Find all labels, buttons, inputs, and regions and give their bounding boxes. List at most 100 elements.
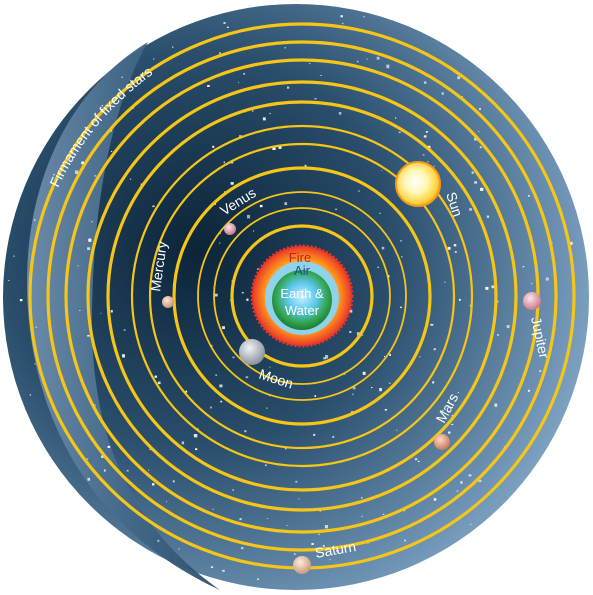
star <box>210 406 212 409</box>
star <box>269 366 271 368</box>
star <box>215 374 218 376</box>
star <box>246 298 249 301</box>
star <box>166 501 167 503</box>
star <box>460 481 463 484</box>
star <box>569 241 573 245</box>
star <box>35 326 37 328</box>
star <box>232 489 234 491</box>
star <box>87 477 90 481</box>
orbit-venus <box>197 191 407 401</box>
star <box>318 533 320 535</box>
star <box>34 363 36 365</box>
star <box>272 147 276 150</box>
star <box>160 278 162 280</box>
star <box>349 331 352 333</box>
star <box>433 165 435 167</box>
star <box>474 137 477 141</box>
star <box>8 280 10 281</box>
star <box>340 15 343 18</box>
star <box>469 208 472 211</box>
star <box>363 16 365 18</box>
star <box>287 86 290 89</box>
star <box>153 58 155 60</box>
star <box>223 161 225 164</box>
mercury-label: Mercury <box>147 240 170 292</box>
star <box>342 22 344 25</box>
orbit-moon <box>230 224 374 368</box>
star <box>79 310 81 311</box>
star <box>241 547 244 549</box>
central-elements: Fire Air Earth & Water <box>250 244 354 348</box>
earth-label: Earth & <box>280 286 324 301</box>
star <box>386 64 390 69</box>
star <box>332 436 335 438</box>
star <box>100 312 102 314</box>
star <box>219 384 223 388</box>
star <box>433 498 437 501</box>
star <box>212 508 214 510</box>
star <box>384 356 386 358</box>
star <box>448 431 451 434</box>
star <box>395 117 397 119</box>
star <box>75 170 79 174</box>
star <box>361 515 363 517</box>
star <box>539 370 542 372</box>
star <box>474 181 478 184</box>
star <box>304 164 307 167</box>
star <box>219 232 221 235</box>
star <box>425 131 428 133</box>
star <box>259 204 263 208</box>
star <box>389 353 391 356</box>
saturn-body <box>293 556 311 574</box>
star <box>172 46 174 48</box>
star <box>298 498 300 500</box>
star <box>468 474 472 477</box>
star <box>527 195 530 197</box>
star <box>371 387 373 389</box>
star <box>309 63 311 65</box>
star <box>478 131 480 132</box>
star <box>265 464 267 467</box>
star <box>352 386 356 390</box>
mars-body <box>434 434 450 450</box>
star <box>423 81 427 84</box>
orbit-6 <box>106 100 498 492</box>
star <box>94 404 96 406</box>
star <box>486 215 490 218</box>
star <box>278 145 282 149</box>
star <box>111 151 113 152</box>
star <box>210 566 214 568</box>
star <box>379 388 382 392</box>
star <box>362 371 366 375</box>
orbit-7 <box>86 80 518 512</box>
star <box>126 469 129 472</box>
star <box>13 255 15 257</box>
star <box>81 161 84 165</box>
star <box>293 553 296 555</box>
star <box>324 525 328 529</box>
star <box>314 98 317 100</box>
star <box>91 221 93 223</box>
star <box>531 282 533 285</box>
star <box>181 441 185 445</box>
star <box>219 52 221 54</box>
orbits <box>28 22 576 570</box>
star <box>456 490 459 492</box>
star <box>110 310 113 313</box>
jupiter-body <box>523 292 541 310</box>
star <box>320 75 322 76</box>
star <box>398 131 401 134</box>
star <box>214 293 218 297</box>
star <box>338 112 342 115</box>
star <box>388 382 391 384</box>
star <box>101 455 104 458</box>
star <box>86 458 89 460</box>
star <box>427 145 431 149</box>
star <box>480 187 484 191</box>
star <box>377 266 379 268</box>
star <box>152 205 155 208</box>
star <box>325 355 329 359</box>
star <box>352 393 354 395</box>
star <box>311 543 314 545</box>
star <box>257 578 260 580</box>
